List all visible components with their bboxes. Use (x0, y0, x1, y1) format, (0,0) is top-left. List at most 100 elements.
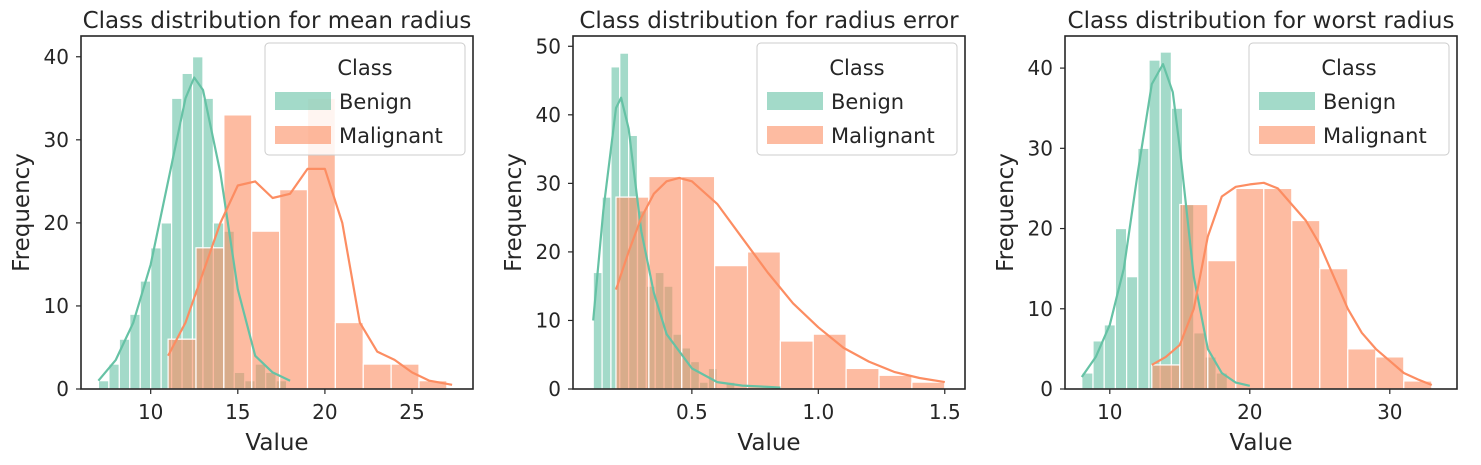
legend-swatch-benign (275, 92, 331, 110)
x-tick-label: 20 (312, 400, 337, 424)
bar-benign (1159, 51, 1172, 389)
bar-benign (1125, 276, 1139, 389)
chart-title: Class distribution for worst radius (1068, 8, 1455, 34)
y-tick-label: 20 (1028, 217, 1053, 241)
legend-label-benign: Benign (831, 90, 904, 114)
bar-malignant (1291, 219, 1321, 389)
x-axis-label: Value (737, 430, 800, 456)
y-tick-label: 30 (44, 128, 69, 152)
y-axis-label: Frequency (9, 153, 35, 272)
bar-malignant (615, 196, 650, 389)
chart-panel-3: 10 20 30 0 10 20 30 40 Class distribution for wo… (993, 8, 1458, 456)
legend-label-malignant: Malignant (1323, 124, 1427, 148)
chart-panel-1: 10 15 20 25 0 10 20 30 40 Class distribution for … (9, 8, 474, 456)
x-tick-label: 15 (225, 400, 250, 424)
x-tick-label: 20 (1237, 400, 1262, 424)
bar-malignant (779, 340, 814, 389)
bar-benign (1148, 59, 1161, 389)
x-tick-label: 10 (138, 400, 163, 424)
axes-frame (1064, 35, 1458, 390)
bar-malignant (714, 265, 749, 389)
x-tick-label: 30 (1377, 400, 1402, 424)
bar-malignant (648, 175, 683, 389)
kde-line-malignant (1151, 181, 1433, 387)
legend-label-malignant: Malignant (339, 124, 443, 148)
bar-malignant (334, 321, 364, 389)
bar-malignant (681, 175, 716, 389)
bar-malignant (911, 381, 946, 389)
y-tick-label: 40 (44, 45, 69, 69)
bar-malignant (195, 247, 225, 389)
legend-label-benign: Benign (1323, 90, 1396, 114)
chart-title: Class distribution for radius error (579, 8, 959, 34)
chart-panel-2: 0.5 1.0 1.5 0 10 20 30 40 50 Class distribution f… (501, 8, 966, 456)
x-axis-label: Value (245, 430, 308, 456)
chart-title: Class distribution for mean radius (83, 8, 472, 34)
bar-malignant (362, 363, 392, 389)
bar-malignant (1151, 364, 1181, 389)
axes-frame (80, 35, 474, 390)
bar-malignant (746, 251, 781, 389)
legend-swatch-benign (1259, 92, 1315, 110)
legend-title: Class (1321, 56, 1376, 80)
x-tick-label: 25 (399, 400, 424, 424)
legend-title: Class (337, 56, 392, 80)
bars-malignant (1151, 187, 1433, 389)
bar-malignant (251, 230, 281, 389)
legend-label-malignant: Malignant (831, 124, 935, 148)
bar-benign (1137, 147, 1150, 389)
legend-swatch-malignant (767, 126, 823, 144)
y-tick-label: 40 (1028, 56, 1053, 80)
bar-benign (150, 247, 162, 389)
x-axis-label: Value (1229, 430, 1292, 456)
bar-malignant (1179, 203, 1209, 389)
legend-title: Class (829, 56, 884, 80)
y-tick-label: 10 (536, 308, 561, 332)
x-tick-label: 1.5 (929, 400, 961, 424)
y-tick-label: 40 (536, 103, 561, 127)
kde-line-malignant (167, 167, 453, 386)
y-tick-label: 10 (44, 294, 69, 318)
bar-malignant (878, 374, 913, 389)
bar-malignant (279, 189, 309, 389)
legend: Class Benign Malignant (756, 42, 958, 156)
bar-benign (592, 271, 603, 389)
y-axis-label: Frequency (501, 153, 527, 272)
bars-malignant (615, 175, 946, 389)
x-tick-label: 0.5 (676, 400, 708, 424)
bar-malignant (1207, 260, 1237, 389)
bar-benign (1114, 227, 1128, 389)
legend: Class Benign Malignant (1248, 42, 1450, 156)
y-tick-label: 0 (1040, 377, 1053, 401)
legend-swatch-malignant (275, 126, 331, 144)
kde-line-benign (1080, 62, 1251, 387)
bar-malignant (1319, 268, 1349, 389)
legend-swatch-malignant (1259, 126, 1315, 144)
legend-swatch-benign (767, 92, 823, 110)
kde-line-malignant (614, 176, 945, 384)
kde-line-benign (592, 96, 781, 389)
y-tick-label: 30 (536, 171, 561, 195)
bar-benign (97, 380, 110, 389)
bar-malignant (812, 333, 847, 389)
y-tick-label: 30 (1028, 136, 1053, 160)
legend-label-benign: Benign (339, 90, 412, 114)
y-axis-label: Frequency (993, 153, 1019, 272)
y-tick-label: 20 (536, 240, 561, 264)
x-tick-label: 1.0 (802, 400, 834, 424)
bar-malignant (845, 367, 880, 389)
x-tick-label: 10 (1097, 400, 1122, 424)
bar-malignant (1347, 348, 1377, 389)
kde-line-benign (97, 76, 291, 382)
bar-malignant (223, 114, 253, 389)
y-tick-label: 0 (56, 377, 69, 401)
bar-malignant (1263, 187, 1293, 389)
bar-malignant (1235, 187, 1265, 389)
y-tick-label: 10 (1028, 297, 1053, 321)
y-tick-label: 50 (536, 34, 561, 58)
y-tick-label: 0 (548, 377, 561, 401)
legend: Class Benign Malignant (264, 42, 466, 156)
y-tick-label: 20 (44, 211, 69, 235)
axes-frame (572, 35, 966, 390)
